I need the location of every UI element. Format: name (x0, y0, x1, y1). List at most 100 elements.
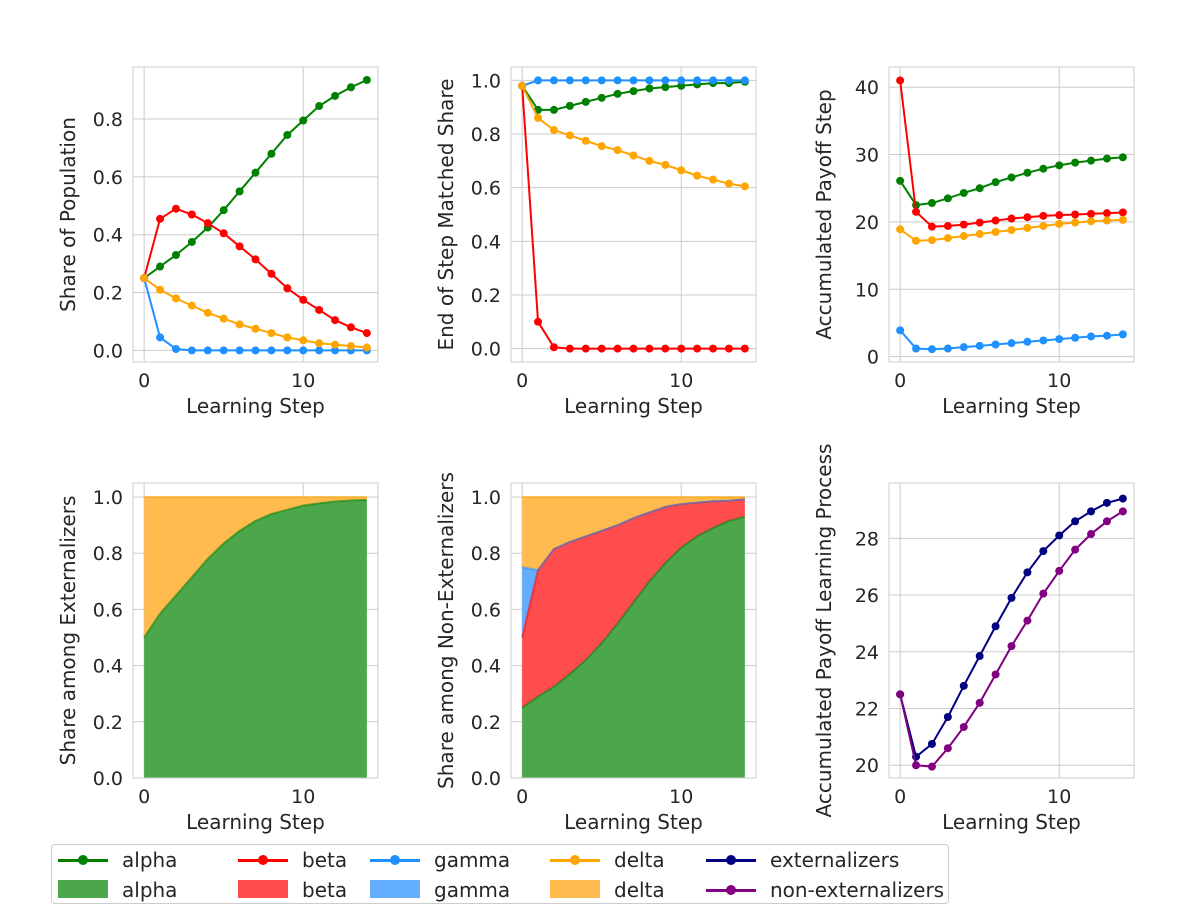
line-alpha (143, 79, 368, 279)
legend-swatch (370, 878, 420, 902)
legend-item-delta-line: delta (550, 845, 665, 875)
point-alpha (362, 76, 371, 85)
point-non-externalizers (1039, 589, 1048, 598)
point-delta (171, 294, 180, 303)
x-tick-label: 10 (669, 786, 693, 808)
legend-label: alpha (122, 878, 178, 902)
point-delta (156, 285, 165, 294)
point-delta (1039, 221, 1048, 230)
legend-item-gamma-line: gamma (370, 845, 510, 875)
point-beta (565, 344, 574, 353)
point-delta (645, 156, 654, 165)
point-alpha (267, 149, 276, 158)
line-delta (143, 277, 367, 349)
point-alpha (331, 91, 340, 100)
point-gamma (1055, 335, 1064, 344)
x-tick-label: 0 (138, 786, 150, 808)
point-gamma (645, 76, 654, 85)
point-delta (140, 274, 149, 283)
point-externalizers (1007, 593, 1016, 602)
area-alpha (522, 516, 745, 778)
legend-swatch (238, 848, 288, 872)
point-alpha (896, 176, 905, 185)
point-alpha (565, 101, 574, 110)
point-delta (991, 228, 1000, 237)
point-beta (709, 344, 718, 353)
point-beta (991, 216, 1000, 225)
y-tick-label: 0.4 (93, 225, 123, 247)
y-tick-label: 1.0 (93, 487, 123, 509)
point-delta (896, 225, 905, 234)
point-gamma (235, 346, 244, 355)
line-beta (521, 85, 745, 350)
point-delta (1071, 218, 1080, 227)
point-delta (597, 142, 606, 151)
point-gamma (581, 76, 590, 85)
y-tick-label: 0.6 (93, 167, 123, 189)
point-gamma (1087, 332, 1096, 341)
x-tick-label: 0 (516, 370, 528, 392)
legend-item-alpha-line: alpha (58, 845, 177, 875)
point-alpha (661, 83, 670, 92)
point-delta (912, 236, 921, 245)
legend-swatch (58, 878, 108, 902)
line-beta (143, 207, 368, 335)
y-tick-label: 0.2 (471, 712, 501, 734)
legend-swatch (706, 848, 756, 872)
point-alpha (581, 97, 590, 106)
x-tick-label: 10 (1047, 370, 1071, 392)
point-alpha (1102, 154, 1111, 163)
x-axis-label: Learning Step (564, 394, 703, 418)
point-delta (1087, 217, 1096, 226)
point-non-externalizers (1071, 545, 1080, 554)
point-beta (283, 284, 292, 293)
point-beta (331, 316, 340, 325)
y-tick-label: 24 (855, 642, 879, 664)
y-tick-label: 0.2 (471, 285, 501, 307)
legend-swatch (706, 878, 756, 902)
y-axis-label: Share among Non-Externalizers (434, 472, 458, 789)
point-beta (912, 207, 921, 216)
legend-label: delta (614, 878, 665, 902)
point-delta (613, 146, 622, 155)
point-delta (661, 160, 670, 169)
point-gamma (912, 344, 921, 353)
point-gamma (251, 346, 260, 355)
point-beta (1055, 211, 1064, 220)
y-axis-label: Accumulated Payoff Learning Process (812, 444, 836, 818)
subplot-6: 0 10 20 22 24 26 28 Learning Step Accumulated Pa… (812, 444, 1135, 834)
point-delta (283, 333, 292, 342)
x-tick-label: 0 (894, 370, 906, 392)
point-delta (693, 171, 702, 180)
point-gamma (283, 346, 292, 355)
point-delta (581, 136, 590, 145)
point-delta (1007, 225, 1016, 234)
y-tick-label: 0.4 (471, 231, 501, 253)
point-delta (629, 151, 638, 160)
point-gamma (315, 346, 324, 355)
point-externalizers (1071, 517, 1080, 526)
point-beta (661, 344, 670, 353)
point-beta (927, 222, 936, 231)
y-axis-label: Share among Externalizers (56, 496, 80, 766)
line-non-externalizers (899, 510, 1124, 768)
point-alpha (613, 89, 622, 98)
point-beta (1023, 213, 1032, 222)
legend-swatch (550, 878, 600, 902)
point-externalizers (927, 739, 936, 748)
point-beta (1102, 209, 1111, 218)
point-gamma (565, 76, 574, 85)
y-tick-label: 40 (855, 77, 879, 99)
point-delta (1118, 215, 1127, 224)
point-alpha (219, 206, 228, 215)
subplot-1: 0 10 0.0 0.2 0.4 0.6 0.8 Learning Step Share of … (56, 66, 379, 418)
point-alpha (1071, 158, 1080, 167)
plot-frame (510, 66, 757, 363)
area-delta (522, 497, 745, 571)
point-gamma (534, 76, 543, 85)
point-delta (203, 308, 212, 317)
point-gamma (975, 341, 984, 350)
point-gamma (943, 344, 952, 353)
legend-label: gamma (434, 848, 511, 872)
point-delta (959, 232, 968, 241)
